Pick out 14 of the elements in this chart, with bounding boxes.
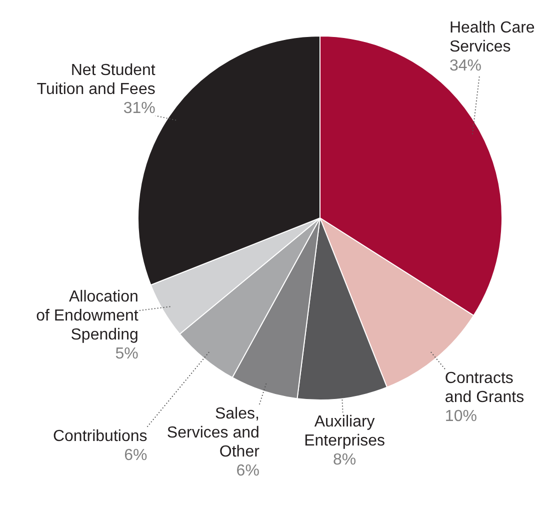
slice-label: Contributions — [52, 428, 148, 445]
slice-label: Contracts and Grants — [444, 370, 524, 406]
data-label: 6% — [124, 446, 148, 464]
slice-label: Allocation of Endowment Spending — [36, 288, 139, 344]
data-label: 6% — [236, 462, 260, 480]
data-label: 5% — [115, 345, 138, 362]
data-label: 10% — [444, 408, 477, 426]
data-label: 34% — [449, 57, 482, 74]
slice-label: Auxiliary Enterprises — [304, 413, 386, 450]
data-label: 31% — [123, 100, 156, 117]
data-label: 8% — [333, 451, 356, 468]
slice-label: Net Student Tuition and Fees — [36, 62, 156, 98]
slice-label: Sales, Services and Other — [166, 405, 260, 460]
slice-label: Health Care Services — [449, 19, 535, 56]
